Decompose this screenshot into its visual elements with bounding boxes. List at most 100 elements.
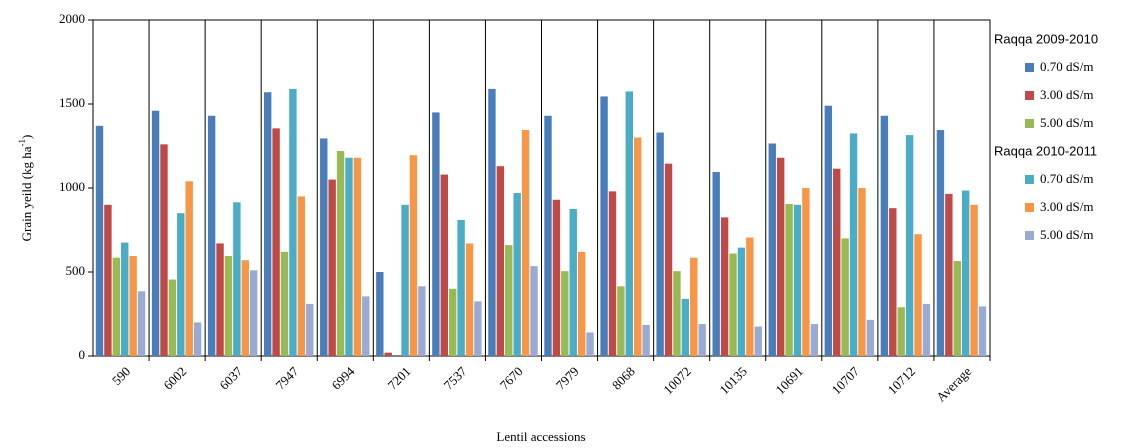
bar (961, 190, 970, 356)
bar (104, 204, 112, 356)
y-axis-title-sup: -1 (17, 139, 27, 147)
bar (306, 303, 314, 356)
bar (409, 155, 418, 356)
bar (978, 306, 987, 356)
bar (905, 135, 914, 356)
bar (577, 251, 586, 356)
bar (384, 352, 392, 356)
bar (129, 256, 137, 356)
bar (586, 332, 594, 356)
bar (858, 188, 866, 356)
x-tick-label: 10691 (772, 364, 806, 398)
x-tick-label: 7947 (272, 363, 301, 392)
bar (970, 204, 978, 356)
bar (401, 204, 409, 356)
x-tick-label: 10707 (828, 363, 862, 397)
bar (698, 324, 706, 356)
bar (297, 196, 306, 356)
bar (833, 168, 841, 356)
bar (362, 296, 370, 356)
bar (802, 188, 810, 356)
legend-label: 3.00 dS/m (1040, 87, 1093, 102)
bar (656, 132, 664, 356)
bar (880, 115, 889, 356)
bar (233, 202, 241, 356)
bar (634, 137, 642, 356)
x-tick-label: 590 (109, 364, 133, 388)
bar (137, 291, 146, 356)
bar (810, 324, 819, 356)
y-axis-title: Grain yeild (kg ha-1) (17, 135, 34, 242)
bar (945, 193, 953, 356)
legend-label: 5.00 dS/m (1040, 115, 1093, 130)
legend-label: 0.70 dS/m (1040, 171, 1093, 186)
x-tick-label: 6994 (329, 363, 358, 392)
x-tick-label: 6037 (216, 363, 245, 392)
bar (841, 238, 849, 356)
bar (193, 322, 202, 356)
bar (600, 96, 608, 356)
legend-swatch (1025, 203, 1034, 212)
bar (521, 130, 530, 356)
bar (530, 266, 538, 356)
bar (177, 213, 185, 356)
bar (513, 193, 521, 356)
legend-group-title: Raqqa 2010-2011 (994, 143, 1097, 158)
x-tick-label: 10072 (660, 364, 694, 398)
bar (914, 234, 922, 356)
legend-group-title: Raqqa 2009-2010 (994, 31, 1098, 46)
bar (712, 172, 720, 356)
bar (889, 208, 897, 356)
bar (729, 253, 737, 356)
bar (953, 261, 961, 356)
bar (216, 243, 224, 356)
bar (936, 130, 945, 356)
bar (432, 112, 440, 357)
bar (569, 209, 577, 356)
x-tick-label: 7537 (441, 363, 470, 392)
legend-swatch (1025, 119, 1034, 128)
bar (642, 324, 650, 356)
x-tick-label: Average (933, 363, 974, 404)
bar (263, 92, 272, 357)
bar (457, 219, 465, 356)
bar (690, 257, 698, 356)
bar (336, 151, 345, 356)
bar (448, 288, 457, 356)
legend-label: 5.00 dS/m (1040, 227, 1093, 242)
legend-label: 3.00 dS/m (1040, 199, 1093, 214)
bar (608, 191, 617, 356)
x-tick-label: 7201 (385, 364, 414, 393)
y-axis-title-text: Grain yeild (kg ha (19, 146, 34, 241)
bar (241, 260, 249, 356)
bar (664, 163, 673, 356)
bar (625, 91, 634, 357)
bar (151, 110, 160, 356)
bar (673, 271, 681, 356)
bar (496, 166, 505, 356)
bar (185, 181, 193, 356)
bar (95, 125, 104, 356)
x-tick-label: 7979 (553, 364, 582, 393)
x-tick-label: 8068 (609, 364, 638, 393)
bar (544, 115, 552, 356)
x-tick-label: 10712 (885, 364, 919, 398)
bar (418, 286, 426, 356)
bar (754, 326, 762, 356)
legend-swatch (1025, 175, 1034, 184)
bar (561, 271, 569, 356)
legend-swatch (1025, 63, 1034, 72)
bar (207, 115, 216, 356)
bar (824, 105, 833, 357)
bar (768, 143, 776, 356)
bar (720, 217, 729, 356)
bar (121, 242, 129, 356)
bar (112, 257, 121, 356)
bar (353, 157, 362, 356)
bar (793, 204, 802, 356)
bar (345, 157, 353, 356)
legend-label: 0.70 dS/m (1040, 59, 1093, 74)
bar (160, 144, 168, 356)
bar (474, 301, 482, 356)
